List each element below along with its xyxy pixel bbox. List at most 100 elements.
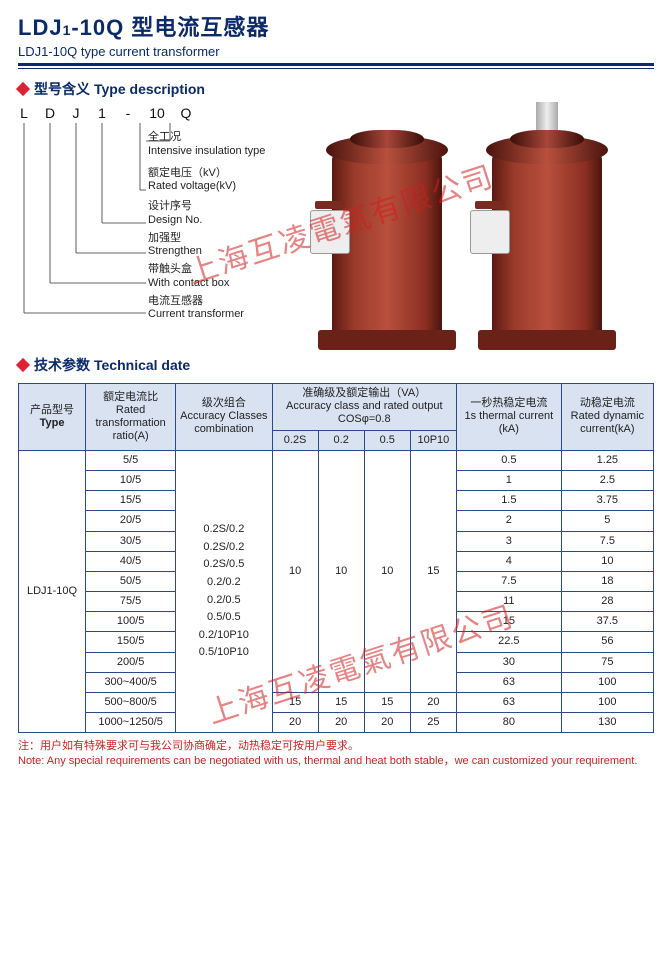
spec-table: 产品型号Type 额定电流比Rated transformation ratio… [18, 383, 654, 733]
description-list: 全工况Intensive insulation type 额定电压（kV）Rat… [148, 127, 265, 323]
cell-accuracy: 0.2S/0.2 0.2S/0.2 0.2S/0.5 0.2/0.2 0.2/0… [176, 450, 272, 733]
cell-thermal: 1 [456, 470, 561, 490]
cell-ratio: 10/5 [86, 470, 176, 490]
hdr-thermal: 一秒热稳定电流1s thermal current (kA) [456, 384, 561, 451]
type-desc-en: Type description [94, 81, 205, 97]
note-en: Note: Any special requirements can be ne… [18, 754, 654, 768]
hdr-acc: 级次组合Accuracy Classes combination [176, 384, 272, 451]
transformer-right [492, 150, 602, 340]
desc-item-3: 加强型Strengthen [148, 232, 265, 260]
cell-ratio: 1000~1250/5 [86, 713, 176, 733]
cell-va: 15 [318, 693, 364, 713]
cell-thermal: 1.5 [456, 491, 561, 511]
desc-cn: 额定电压（kV） [148, 167, 265, 181]
desc-en: Strengthen [148, 245, 265, 259]
hdr-va-group: 准确级及额定输出（VA）Accuracy class and rated out… [272, 384, 456, 431]
cell-dynamic: 7.5 [561, 531, 653, 551]
cell-dynamic: 100 [561, 693, 653, 713]
hdr-va-2: 0.5 [364, 430, 410, 450]
cell-dynamic: 56 [561, 632, 653, 652]
hdr-ratio: 额定电流比Rated transformation ratio(A) [86, 384, 176, 451]
cell-thermal: 2 [456, 511, 561, 531]
note-cn: 注：用户如有特殊要求可与我公司协商确定，动热稳定可按用户要求。 [18, 739, 654, 753]
cell-thermal: 63 [456, 672, 561, 692]
cell-ratio: 150/5 [86, 632, 176, 652]
table-row: 500~800/51515152063100 [19, 693, 654, 713]
cell-va: 20 [410, 693, 456, 713]
datasheet-page: LDJ1-10Q 型电流互感器 LDJ1-10Q type current tr… [0, 0, 672, 768]
cell-thermal: 80 [456, 713, 561, 733]
desc-item-0: 全工况Intensive insulation type [148, 131, 265, 159]
desc-cn: 加强型 [148, 232, 265, 246]
cell-dynamic: 100 [561, 672, 653, 692]
desc-en: Rated voltage(kV) [148, 180, 265, 194]
code-10: 10 [148, 105, 166, 121]
cell-va: 15 [364, 693, 410, 713]
code-J: J [70, 105, 82, 121]
cell-va: 25 [410, 713, 456, 733]
cell-dynamic: 37.5 [561, 612, 653, 632]
hdr-type: 产品型号Type [19, 384, 86, 451]
hdr-va-3: 10P10 [410, 430, 456, 450]
desc-cn: 电流互感器 [148, 295, 265, 309]
cell-ratio: 100/5 [86, 612, 176, 632]
cell-va: 20 [364, 713, 410, 733]
cell-ratio: 40/5 [86, 551, 176, 571]
code-L: L [18, 105, 30, 121]
title-prefix: LDJ [18, 15, 63, 40]
cell-va: 10 [318, 450, 364, 692]
cell-ratio: 15/5 [86, 491, 176, 511]
product-photo [322, 60, 642, 340]
title-suffix: -10Q 型电流互感器 [71, 15, 269, 40]
cell-dynamic: 75 [561, 652, 653, 672]
cell-thermal: 30 [456, 652, 561, 672]
cell-type: LDJ1-10Q [19, 450, 86, 733]
cell-va: 10 [272, 450, 318, 692]
diamond-icon [16, 358, 30, 372]
cell-ratio: 5/5 [86, 450, 176, 470]
code-D: D [44, 105, 56, 121]
cell-dynamic: 1.25 [561, 450, 653, 470]
cell-va: 15 [272, 693, 318, 713]
cell-dynamic: 18 [561, 571, 653, 591]
cell-thermal: 4 [456, 551, 561, 571]
desc-en: Intensive insulation type [148, 145, 265, 159]
cell-ratio: 75/5 [86, 592, 176, 612]
desc-en: Design No. [148, 214, 265, 228]
desc-en: With contact box [148, 277, 265, 291]
cell-ratio: 50/5 [86, 571, 176, 591]
cell-dynamic: 130 [561, 713, 653, 733]
cell-thermal: 3 [456, 531, 561, 551]
desc-cn: 带触头盒 [148, 263, 265, 277]
cell-va: 10 [364, 450, 410, 692]
cell-thermal: 15 [456, 612, 561, 632]
cell-dynamic: 28 [561, 592, 653, 612]
desc-item-5: 电流互感器Current transformer [148, 295, 265, 323]
desc-en: Current transformer [148, 308, 265, 322]
cell-ratio: 20/5 [86, 511, 176, 531]
page-subtitle: LDJ1-10Q type current transformer [18, 44, 654, 59]
hdr-va-1: 0.2 [318, 430, 364, 450]
cell-va: 20 [272, 713, 318, 733]
diamond-icon [16, 82, 30, 96]
cell-ratio: 300~400/5 [86, 672, 176, 692]
transformer-left [332, 150, 442, 340]
cell-thermal: 7.5 [456, 571, 561, 591]
page-title: LDJ1-10Q 型电流互感器 [18, 10, 654, 42]
cell-va: 20 [318, 713, 364, 733]
cell-ratio: 500~800/5 [86, 693, 176, 713]
footnote: 注：用户如有特殊要求可与我公司协商确定，动热稳定可按用户要求。 Note: An… [18, 739, 654, 768]
cell-ratio: 30/5 [86, 531, 176, 551]
code-1: 1 [96, 105, 108, 121]
cell-ratio: 200/5 [86, 652, 176, 672]
cell-thermal: 0.5 [456, 450, 561, 470]
cell-va: 15 [410, 450, 456, 692]
cell-dynamic: 10 [561, 551, 653, 571]
desc-item-2: 设计序号Design No. [148, 200, 265, 228]
desc-item-4: 带触头盒With contact box [148, 263, 265, 291]
table-row: LDJ1-10Q5/50.2S/0.2 0.2S/0.2 0.2S/0.5 0.… [19, 450, 654, 470]
cell-thermal: 22.5 [456, 632, 561, 652]
desc-cn: 设计序号 [148, 200, 265, 214]
cell-thermal: 11 [456, 592, 561, 612]
cell-dynamic: 5 [561, 511, 653, 531]
